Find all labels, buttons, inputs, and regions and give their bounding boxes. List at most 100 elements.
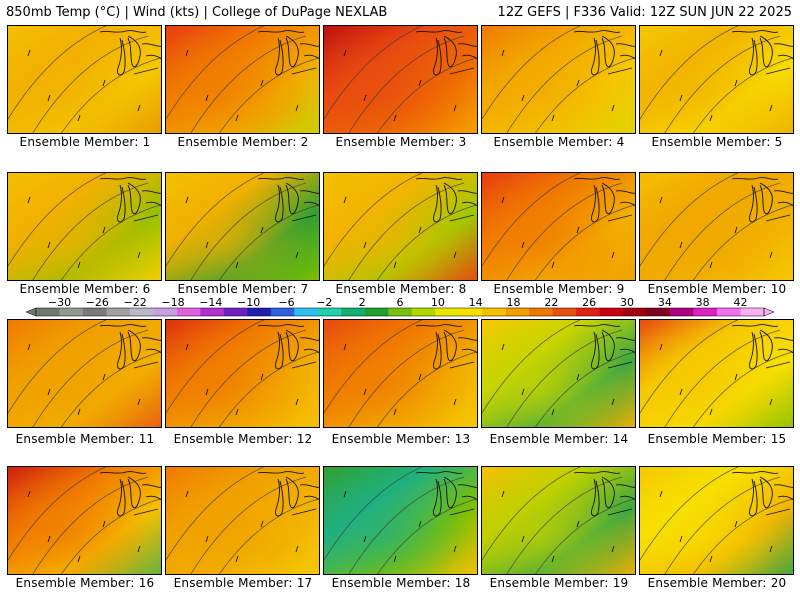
ensemble-panel xyxy=(165,466,320,575)
colorbar-tick-label: 26 xyxy=(582,297,596,309)
height-contours xyxy=(324,173,477,280)
colorbar-swatch xyxy=(176,308,201,316)
temperature-field-map xyxy=(324,467,477,574)
temperature-field-map xyxy=(482,467,635,574)
ensemble-member-label: Ensemble Member: 11 xyxy=(15,432,155,446)
ensemble-member-label: Ensemble Member: 9 xyxy=(493,282,625,296)
colorbar-swatch xyxy=(223,308,248,316)
ensemble-member-label: Ensemble Member: 5 xyxy=(651,135,783,149)
great-lakes-outline xyxy=(415,177,477,223)
wind-barbs xyxy=(27,490,141,563)
colorbar-swatch xyxy=(458,308,483,316)
great-lakes-outline xyxy=(415,471,477,517)
colorbar-swatch xyxy=(482,308,506,316)
ensemble-member-label: Ensemble Member: 20 xyxy=(647,576,787,590)
colorbar-swatch xyxy=(388,308,413,316)
colorbar-swatch xyxy=(576,308,600,316)
colorbar-tick-label: −18 xyxy=(161,297,184,309)
height-contours xyxy=(640,173,793,280)
temperature-field-map xyxy=(8,467,161,574)
ensemble-panel xyxy=(481,25,636,134)
wind-barbs xyxy=(659,49,773,122)
colorbar-tick-label: 2 xyxy=(359,297,366,309)
wind-barbs xyxy=(501,196,615,269)
great-lakes-outline xyxy=(573,471,635,517)
temperature-field-map xyxy=(482,173,635,280)
temperature-colorbar: −30 −26 −22 −18 −14 −10 −6 −2 2 6 10 14 18 22 26 30 34 38… xyxy=(25,297,775,317)
ensemble-member-label: Ensemble Member: 7 xyxy=(177,282,309,296)
height-contours xyxy=(8,467,161,574)
great-lakes-outline xyxy=(573,177,635,223)
colorbar-tick-label: −6 xyxy=(278,297,294,309)
colorbar-tick-label: −14 xyxy=(199,297,222,309)
height-contours xyxy=(324,320,477,427)
temperature-field-map xyxy=(640,173,793,280)
ensemble-member-label: Ensemble Member: 6 xyxy=(19,282,151,296)
wind-barbs xyxy=(659,343,773,416)
wind-barbs xyxy=(185,49,299,122)
colorbar-swatch xyxy=(341,308,366,316)
colorbar-tick-label: 14 xyxy=(469,297,483,309)
temperature-field-map xyxy=(324,320,477,427)
ensemble-panel xyxy=(639,466,794,575)
ensemble-panel xyxy=(323,25,478,134)
great-lakes-outline xyxy=(731,177,793,223)
colorbar-swatch xyxy=(529,308,553,316)
colorbar-tick-label: −10 xyxy=(237,297,260,309)
colorbar-swatch xyxy=(270,308,295,316)
colorbar-swatch xyxy=(505,308,530,316)
height-contours xyxy=(166,26,319,133)
ensemble-panel xyxy=(481,466,636,575)
temperature-field-map xyxy=(166,173,319,280)
colorbar-min-arrow xyxy=(25,307,37,317)
great-lakes-outline xyxy=(415,30,477,76)
colorbar-max-arrow xyxy=(763,307,775,317)
wind-barbs xyxy=(659,490,773,563)
great-lakes-outline xyxy=(731,30,793,76)
ensemble-panel xyxy=(7,172,162,281)
wind-barbs xyxy=(501,490,615,563)
ensemble-member-label: Ensemble Member: 19 xyxy=(489,576,629,590)
great-lakes-outline xyxy=(257,471,319,517)
ensemble-member-label: Ensemble Member: 1 xyxy=(19,135,151,149)
ensemble-panel xyxy=(323,172,478,281)
height-contours xyxy=(482,320,635,427)
ensemble-panel xyxy=(165,25,320,134)
great-lakes-outline xyxy=(573,30,635,76)
ensemble-member-label: Ensemble Member: 14 xyxy=(489,432,629,446)
ensemble-member-label: Ensemble Member: 17 xyxy=(173,576,313,590)
height-contours xyxy=(166,467,319,574)
colorbar-tick-label: 10 xyxy=(431,297,445,309)
height-contours xyxy=(640,26,793,133)
colorbar-swatch xyxy=(740,308,765,316)
height-contours xyxy=(482,467,635,574)
wind-barbs xyxy=(185,490,299,563)
colorbar-swatch xyxy=(646,308,671,316)
ensemble-member-label: Ensemble Member: 10 xyxy=(647,282,787,296)
wind-barbs xyxy=(659,196,773,269)
colorbar-swatch xyxy=(411,308,436,316)
temperature-field-map xyxy=(640,467,793,574)
ensemble-member-label: Ensemble Member: 15 xyxy=(647,432,787,446)
colorbar-swatch xyxy=(364,308,389,316)
colorbar-tick-label: 22 xyxy=(544,297,558,309)
great-lakes-outline xyxy=(99,177,161,223)
wind-barbs xyxy=(343,196,457,269)
temperature-field-map xyxy=(640,26,793,133)
colorbar-tick-label: 30 xyxy=(620,297,634,309)
colorbar-tick-label: 18 xyxy=(507,297,521,309)
colorbar-swatch xyxy=(36,308,60,316)
great-lakes-outline xyxy=(257,324,319,370)
ensemble-member-label: Ensemble Member: 4 xyxy=(493,135,625,149)
colorbar-tick-label: −2 xyxy=(316,297,332,309)
wind-barbs xyxy=(343,490,457,563)
ensemble-panel xyxy=(481,319,636,428)
ensemble-panel xyxy=(165,319,320,428)
great-lakes-outline xyxy=(573,324,635,370)
temperature-field-map xyxy=(8,173,161,280)
colorbar-swatch xyxy=(623,308,647,316)
height-contours xyxy=(482,173,635,280)
colorbar-swatch xyxy=(552,308,577,316)
colorbar-swatch xyxy=(693,308,718,316)
wind-barbs xyxy=(27,196,141,269)
